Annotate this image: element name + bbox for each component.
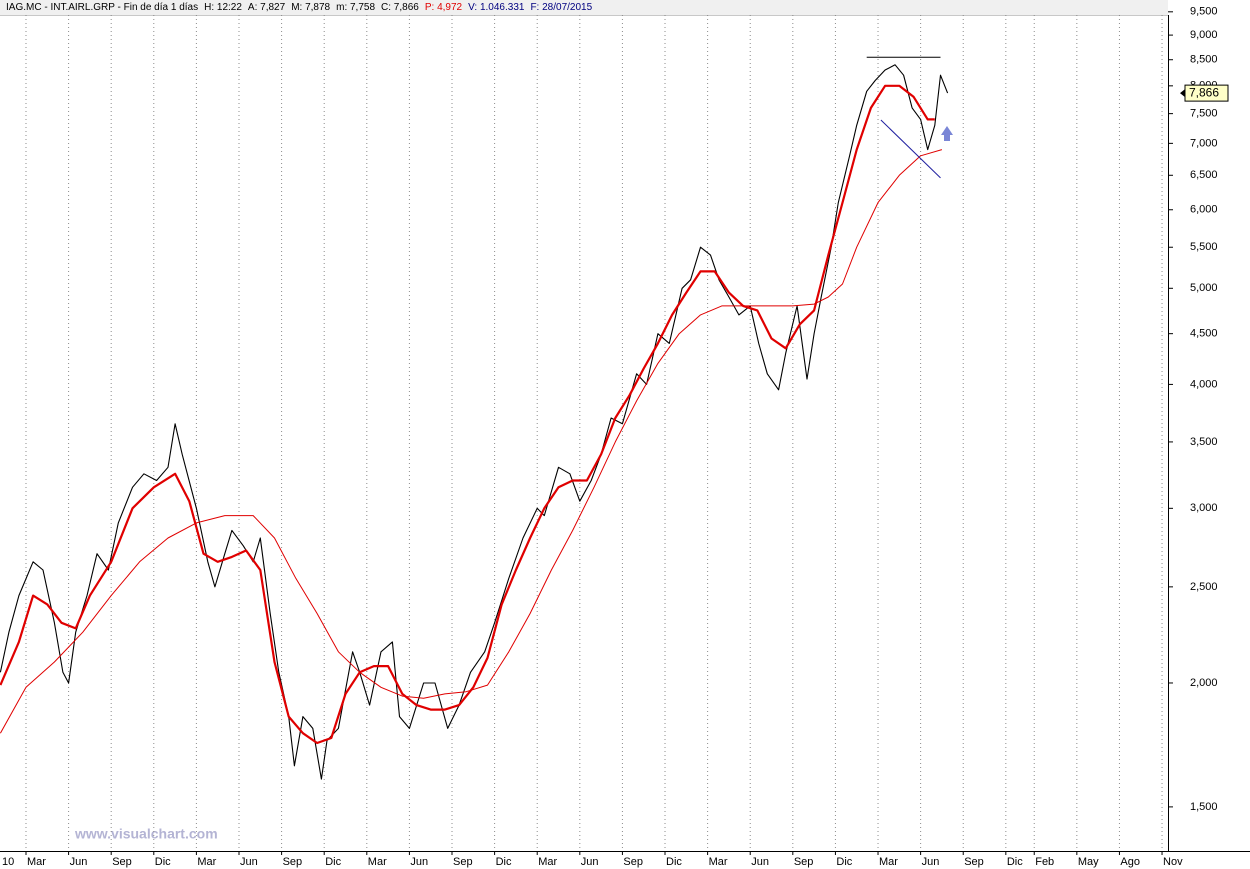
y-tick-label: 2,500: [1190, 581, 1218, 593]
y-tick-label: 4,500: [1190, 328, 1218, 340]
y-tick-label: 8,500: [1190, 54, 1218, 66]
header-bar: IAG.MC - INT.AIRL.GRP - Fin de día 1 día…: [0, 0, 1168, 16]
trendline: [880, 119, 941, 179]
y-tick-label: 2,000: [1190, 677, 1218, 689]
y-tick-label: 6,000: [1190, 204, 1218, 216]
header-item: V: 1.046.331: [468, 2, 525, 13]
x-tick-label: Sep: [794, 856, 814, 868]
x-tick-label: Ago: [1120, 856, 1140, 868]
header-item: M: 7,878: [291, 2, 331, 13]
y-tick-label: 7,500: [1190, 108, 1218, 120]
x-tick-label: Mar: [709, 856, 728, 868]
price-tag-box: [1184, 84, 1229, 102]
header-item: H: 12:22: [204, 2, 242, 13]
x-tick-label: Sep: [964, 856, 984, 868]
x-tick-label: Mar: [197, 856, 216, 868]
x-tick-label: Sep: [453, 856, 473, 868]
y-tick-label: 1,500: [1190, 801, 1218, 813]
x-tick-label: Mar: [538, 856, 557, 868]
y-tick-label: 4,000: [1190, 378, 1218, 390]
price-line: [0, 64, 949, 780]
y-tick-label: 5,000: [1190, 282, 1218, 294]
header-item: IAG.MC - INT.AIRL.GRP - Fin de día 1 día…: [6, 2, 199, 13]
price-tag-label: 7,866: [1189, 85, 1219, 99]
x-tick-label: Mar: [879, 856, 898, 868]
x-tick-label: Nov: [1163, 856, 1183, 868]
x-tick-label: Feb: [1035, 856, 1054, 868]
x-tick-label: Mar: [368, 856, 387, 868]
x-tick-label: Sep: [112, 856, 132, 868]
y-tick-label: 7,000: [1190, 137, 1218, 149]
price-tag-pointer: [1180, 89, 1185, 98]
header-item: F: 28/07/2015: [530, 2, 593, 13]
price-line: [0, 149, 943, 734]
y-tick-label: 9,000: [1190, 29, 1218, 41]
x-tick-label: May: [1078, 856, 1099, 868]
x-tick-label: Jun: [581, 856, 599, 868]
price-line: [0, 84, 935, 745]
up-arrow-icon: [941, 126, 953, 141]
x-tick-label: Jun: [751, 856, 769, 868]
x-tick-label: Jun: [240, 856, 258, 868]
x-tick-label: Jun: [410, 856, 428, 868]
x-tick-label: Dic: [666, 856, 682, 868]
x-tick-label: Dic: [325, 856, 341, 868]
x-tick-label: Sep: [283, 856, 303, 868]
x-tick-label: Dic: [496, 856, 512, 868]
y-tick-label: 3,500: [1190, 436, 1218, 448]
header-item: A: 7,827: [247, 2, 286, 13]
header-item: C: 7,866: [381, 2, 419, 13]
header-item: P: 4,972: [424, 2, 463, 13]
y-tick-label: 9,500: [1190, 6, 1218, 18]
y-tick-label: 6,500: [1190, 169, 1218, 181]
x-tick-label: Dic: [155, 856, 171, 868]
x-tick-label: Sep: [623, 856, 643, 868]
x-tick-label: Mar: [27, 856, 46, 868]
y-tick-label: 5,500: [1190, 241, 1218, 253]
x-tick-label: Jun: [70, 856, 88, 868]
y-tick-label: 3,000: [1190, 502, 1218, 514]
x-tick-label: Jun: [922, 856, 940, 868]
price-axis-panel: [1168, 0, 1250, 869]
plot-area: [0, 15, 1163, 851]
x-tick-label: Dic: [1007, 856, 1023, 868]
header-item: m: 7,758: [336, 2, 376, 13]
x-tick-label: Dic: [836, 856, 852, 868]
x-tick-label: 10: [2, 856, 14, 868]
watermark: www.visualchart.com: [74, 826, 218, 842]
